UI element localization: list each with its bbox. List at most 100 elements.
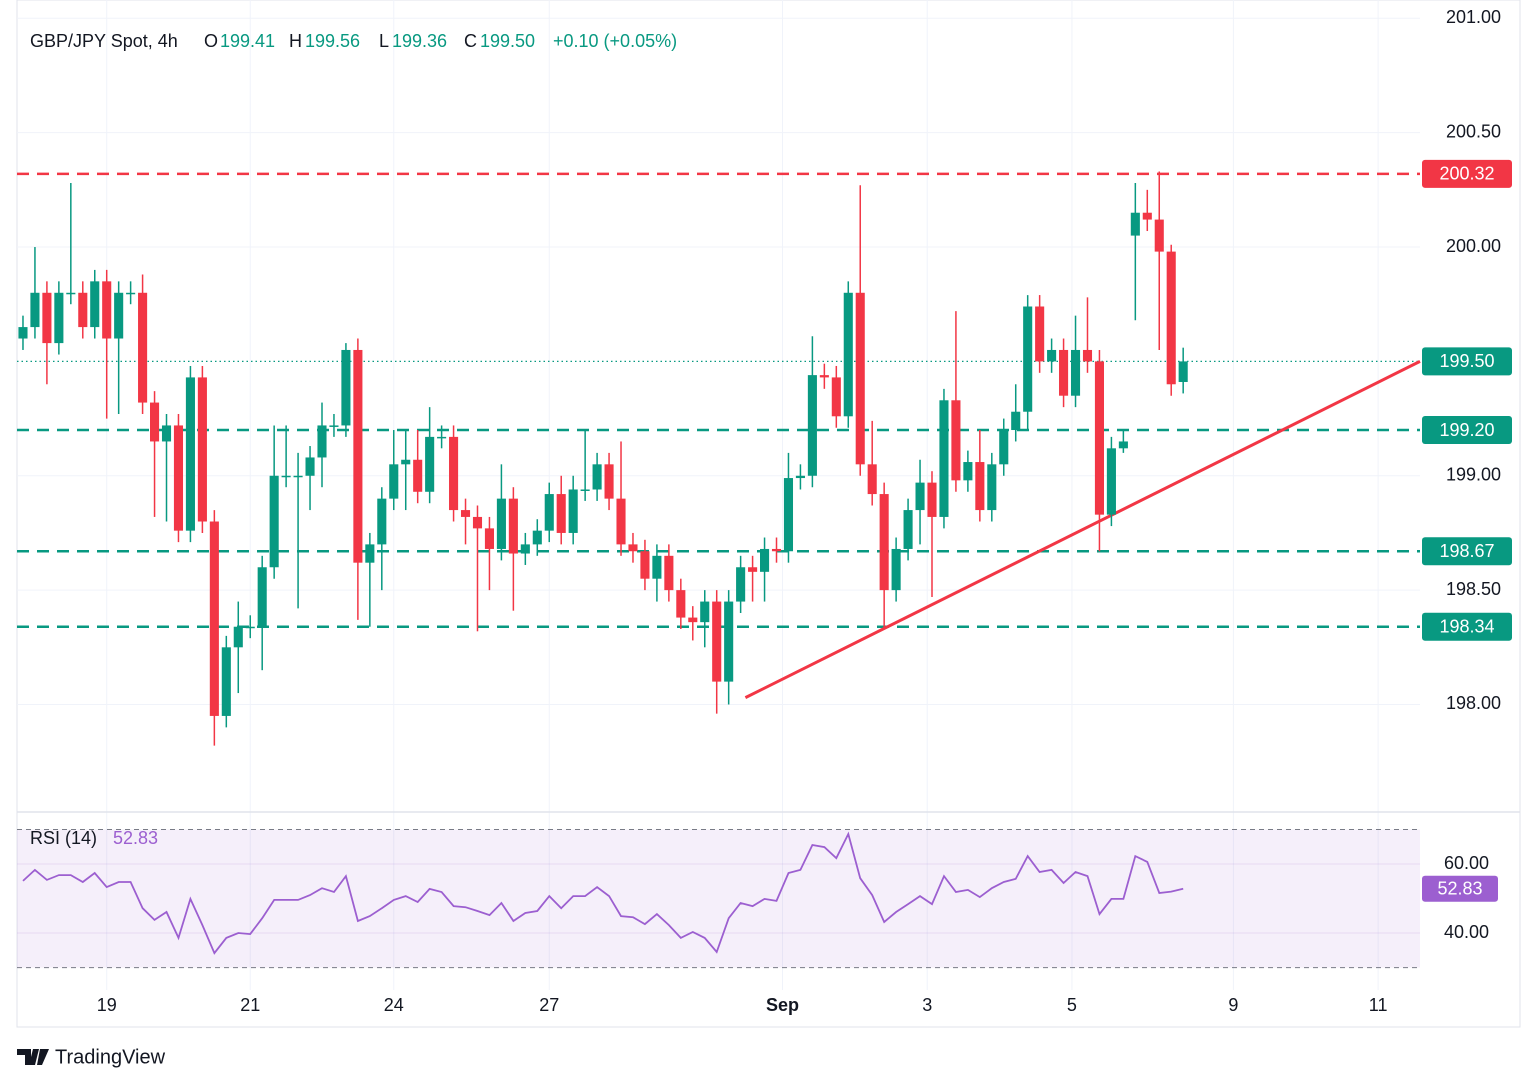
candle-body bbox=[233, 626, 243, 648]
candle-body bbox=[389, 464, 399, 499]
candle-body bbox=[317, 425, 327, 458]
candle-body bbox=[987, 464, 997, 511]
candle-body bbox=[604, 464, 614, 499]
candle-body bbox=[520, 544, 530, 554]
legend-key: H bbox=[289, 31, 302, 51]
candle-body bbox=[783, 478, 794, 552]
x-tick-label: 11 bbox=[1369, 995, 1388, 1015]
candle-body bbox=[341, 349, 351, 426]
candle-body bbox=[1142, 212, 1152, 220]
brand-logo bbox=[17, 1049, 49, 1065]
x-tick-label: 19 bbox=[97, 995, 117, 1015]
candle-body bbox=[126, 292, 136, 295]
candle-body bbox=[771, 548, 782, 552]
candle-body bbox=[449, 436, 459, 511]
legend-key: C bbox=[464, 31, 477, 51]
candle-body bbox=[736, 567, 746, 602]
candle-body bbox=[1011, 411, 1021, 431]
candle-body bbox=[855, 292, 865, 465]
candle-body bbox=[42, 292, 52, 344]
candle-body bbox=[90, 281, 100, 328]
candle-body bbox=[173, 425, 184, 531]
candle-body bbox=[1118, 441, 1128, 449]
candle-body bbox=[1130, 212, 1140, 236]
candle-body bbox=[879, 494, 889, 591]
candle-body bbox=[1070, 349, 1081, 396]
marks bbox=[17, 171, 1421, 955]
x-tick-label: Sep bbox=[766, 995, 799, 1015]
candle-body bbox=[891, 548, 901, 591]
candle-body bbox=[831, 377, 841, 417]
candle-body bbox=[472, 516, 483, 529]
candle-body bbox=[867, 464, 877, 495]
rsi-value-box bbox=[1422, 875, 1498, 902]
candle-body bbox=[628, 544, 638, 552]
rsi-title: RSI (14) bbox=[30, 828, 97, 848]
candle-body bbox=[664, 555, 674, 591]
candle-body bbox=[401, 459, 411, 465]
candle-body bbox=[676, 590, 686, 618]
x-tick-label: 27 bbox=[539, 995, 559, 1015]
candle-body bbox=[1035, 306, 1045, 362]
x-tick-label: 24 bbox=[384, 995, 404, 1015]
candle-body bbox=[269, 475, 279, 568]
x-tick-label: 5 bbox=[1067, 995, 1077, 1015]
candle-body bbox=[712, 601, 722, 682]
legend-value: 199.56 bbox=[305, 31, 360, 51]
candle-body bbox=[748, 567, 758, 572]
level-label-box bbox=[1422, 612, 1512, 641]
candle-body bbox=[1106, 448, 1116, 515]
candle-body bbox=[150, 402, 160, 442]
candle-body bbox=[999, 430, 1009, 465]
candle-body bbox=[795, 475, 805, 479]
candle-body bbox=[963, 462, 973, 481]
legend-value: 199.41 bbox=[220, 31, 275, 51]
candle-body bbox=[78, 292, 88, 328]
candle-body bbox=[760, 548, 770, 572]
y-tick-label: 199.00 bbox=[1446, 465, 1501, 485]
level-label-box bbox=[1422, 416, 1512, 445]
level-label: 199.50 bbox=[1439, 351, 1494, 371]
candle-body bbox=[556, 494, 566, 533]
rsi-tick-label: 40.00 bbox=[1444, 922, 1489, 942]
legend-change: +0.10 (+0.05%) bbox=[553, 31, 677, 51]
brand: TradingView bbox=[17, 1046, 166, 1068]
level-label-box bbox=[1422, 347, 1512, 376]
legend-key: L bbox=[379, 31, 389, 51]
candle-body bbox=[939, 400, 949, 517]
candle-body bbox=[413, 459, 423, 492]
candle-body bbox=[1166, 251, 1176, 385]
rsi-line bbox=[22, 831, 1184, 955]
level-label-box bbox=[1422, 537, 1512, 566]
candle-body bbox=[66, 292, 76, 295]
candle-body bbox=[1047, 349, 1057, 362]
candle-body bbox=[544, 494, 554, 531]
candle-body bbox=[568, 489, 578, 533]
rsi-value-label: 52.83 bbox=[1437, 879, 1482, 899]
candle-body bbox=[293, 475, 303, 478]
candle-body bbox=[54, 292, 64, 344]
chart-frame bbox=[16, 0, 1521, 1028]
candle-body bbox=[353, 349, 363, 563]
candle-body bbox=[484, 528, 494, 549]
rsi-tick-label: 60.00 bbox=[1444, 853, 1489, 873]
y-tick-label: 198.50 bbox=[1446, 579, 1501, 599]
legend-key: O bbox=[204, 31, 218, 51]
level-label: 198.67 bbox=[1439, 541, 1494, 561]
y-tick-label: 201.00 bbox=[1446, 7, 1501, 27]
candle-body bbox=[1023, 306, 1033, 412]
candle-body bbox=[18, 327, 28, 339]
level-label-box bbox=[1422, 159, 1512, 188]
y-tick-label: 200.00 bbox=[1446, 236, 1501, 256]
candle-body bbox=[1082, 349, 1093, 362]
candle-body bbox=[221, 647, 231, 716]
y-tick-label: 200.50 bbox=[1446, 121, 1501, 141]
candle-body bbox=[819, 375, 829, 378]
brand-name: TradingView bbox=[55, 1046, 166, 1068]
level-label: 198.34 bbox=[1439, 616, 1494, 636]
candle-body bbox=[508, 498, 518, 554]
candle-body bbox=[197, 377, 207, 522]
candle-body bbox=[365, 544, 375, 563]
candle-body bbox=[927, 482, 937, 517]
candle-body bbox=[437, 436, 447, 439]
